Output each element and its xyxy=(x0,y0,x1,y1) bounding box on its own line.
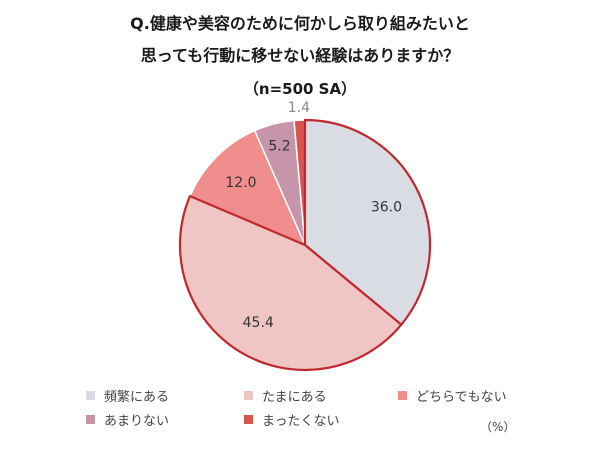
unit-label: （%） xyxy=(480,420,516,434)
data-label-rarely: 5.2 xyxy=(268,139,290,155)
legend-swatch-frequent xyxy=(86,391,95,400)
pie-slice-frequent xyxy=(303,118,432,326)
legend-swatch-rarely xyxy=(86,415,95,424)
legend-label-never: まったくない xyxy=(262,414,340,429)
legend-swatch-neither xyxy=(398,391,407,400)
data-label-neither: 12.0 xyxy=(225,175,256,191)
legend-item-sometimes: たまにある xyxy=(244,386,327,405)
chart-title-line-1: Q.健康や美容のために何かしら取り組みたいと xyxy=(130,14,470,33)
pie-slice-sometimes xyxy=(178,194,403,372)
legend-item-frequent: 頻繁にある xyxy=(86,386,169,405)
legend-label-sometimes: たまにある xyxy=(262,390,327,405)
legend-label-rarely: あまりない xyxy=(104,414,170,429)
legend-item-never: まったくない xyxy=(244,410,339,429)
legend-swatch-sometimes xyxy=(244,391,253,400)
data-label-sometimes: 45.4 xyxy=(243,315,274,331)
pie-slice-neither xyxy=(189,129,306,246)
data-label-never: 1.4 xyxy=(288,100,310,116)
legend-label-neither: どちらでもない xyxy=(416,390,507,405)
chart-title-line-2: 思っても行動に移せない経験はありますか？ xyxy=(140,46,460,65)
data-label-frequent: 36.0 xyxy=(371,200,402,216)
legend-item-neither: どちらでもない xyxy=(398,386,507,405)
legend-label-frequent: 頻繁にある xyxy=(104,390,170,405)
chart-subtitle-sample-size: （n=500 SA） xyxy=(243,80,357,98)
legend-swatch-never xyxy=(244,415,253,424)
legend-item-rarely: あまりない xyxy=(86,410,169,429)
